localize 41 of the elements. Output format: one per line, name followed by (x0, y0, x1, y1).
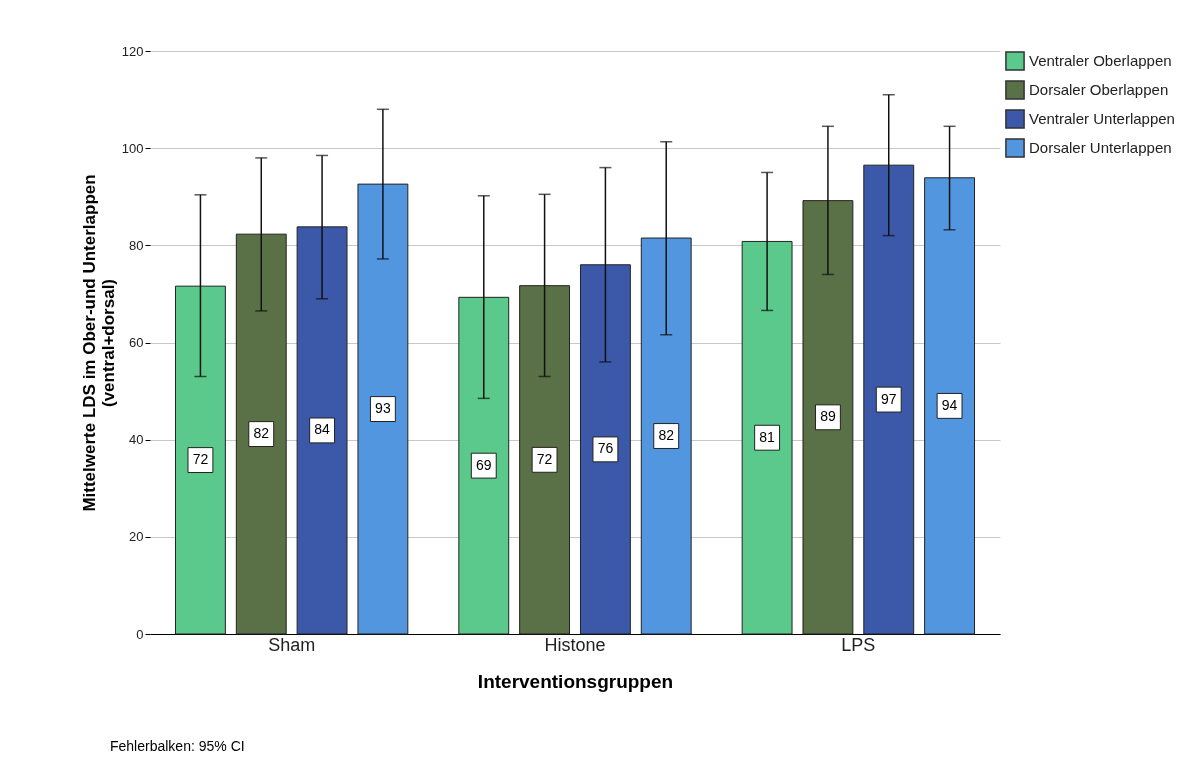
data-label: 72 (192, 451, 209, 468)
text: Fehlerbalken: 95% CI (110, 738, 245, 754)
x-tick-label: Sham (268, 634, 316, 655)
bar (863, 164, 915, 635)
data-label: 97 (880, 390, 897, 407)
data-label: 72 (536, 450, 553, 467)
data-label: 89 (820, 408, 836, 425)
x-tick-label: LPS (841, 634, 876, 655)
data-label: 82 (253, 425, 270, 442)
x-tick-label: Histone (544, 634, 606, 655)
data-label: 69 (475, 456, 492, 473)
data-label: 82 (658, 427, 675, 444)
bar (640, 237, 692, 635)
data-label: 93 (375, 400, 391, 417)
data-label: 76 (597, 440, 614, 457)
y-tick-label: 60 (129, 335, 144, 350)
data-label: 94 (941, 396, 958, 413)
bar (458, 296, 510, 635)
bar (579, 264, 631, 635)
legend-label: Ventraler Unterlappen (1029, 110, 1175, 127)
data-label: 84 (314, 421, 331, 438)
bar (357, 183, 409, 635)
bar (296, 226, 348, 635)
legend-label: Dorsaler Oberlappen (1029, 81, 1169, 98)
y-tick-label: 40 (129, 432, 144, 448)
bar (235, 233, 287, 635)
y-axis-title: Mittelwerte LDS im Ober-und Unterlappen (ventral+dorsal) (79, 174, 118, 512)
x-axis-title: Interventionsgruppen (477, 670, 674, 692)
data-label: 81 (759, 428, 776, 445)
bar (741, 240, 793, 635)
bar (175, 285, 226, 635)
y-tick-label: 80 (129, 237, 144, 253)
y-tick-label: 100 (121, 140, 144, 156)
y-tick-label: 0 (136, 626, 144, 642)
y-tick-label: 20 (129, 529, 144, 545)
bar (802, 200, 854, 635)
legend-label: Dorsaler Unterlappen (1029, 139, 1172, 156)
bar (519, 285, 571, 635)
y-tick-label: 120 (121, 43, 144, 59)
legend-label: Ventraler Oberlappen (1029, 52, 1172, 69)
bar (924, 177, 975, 635)
